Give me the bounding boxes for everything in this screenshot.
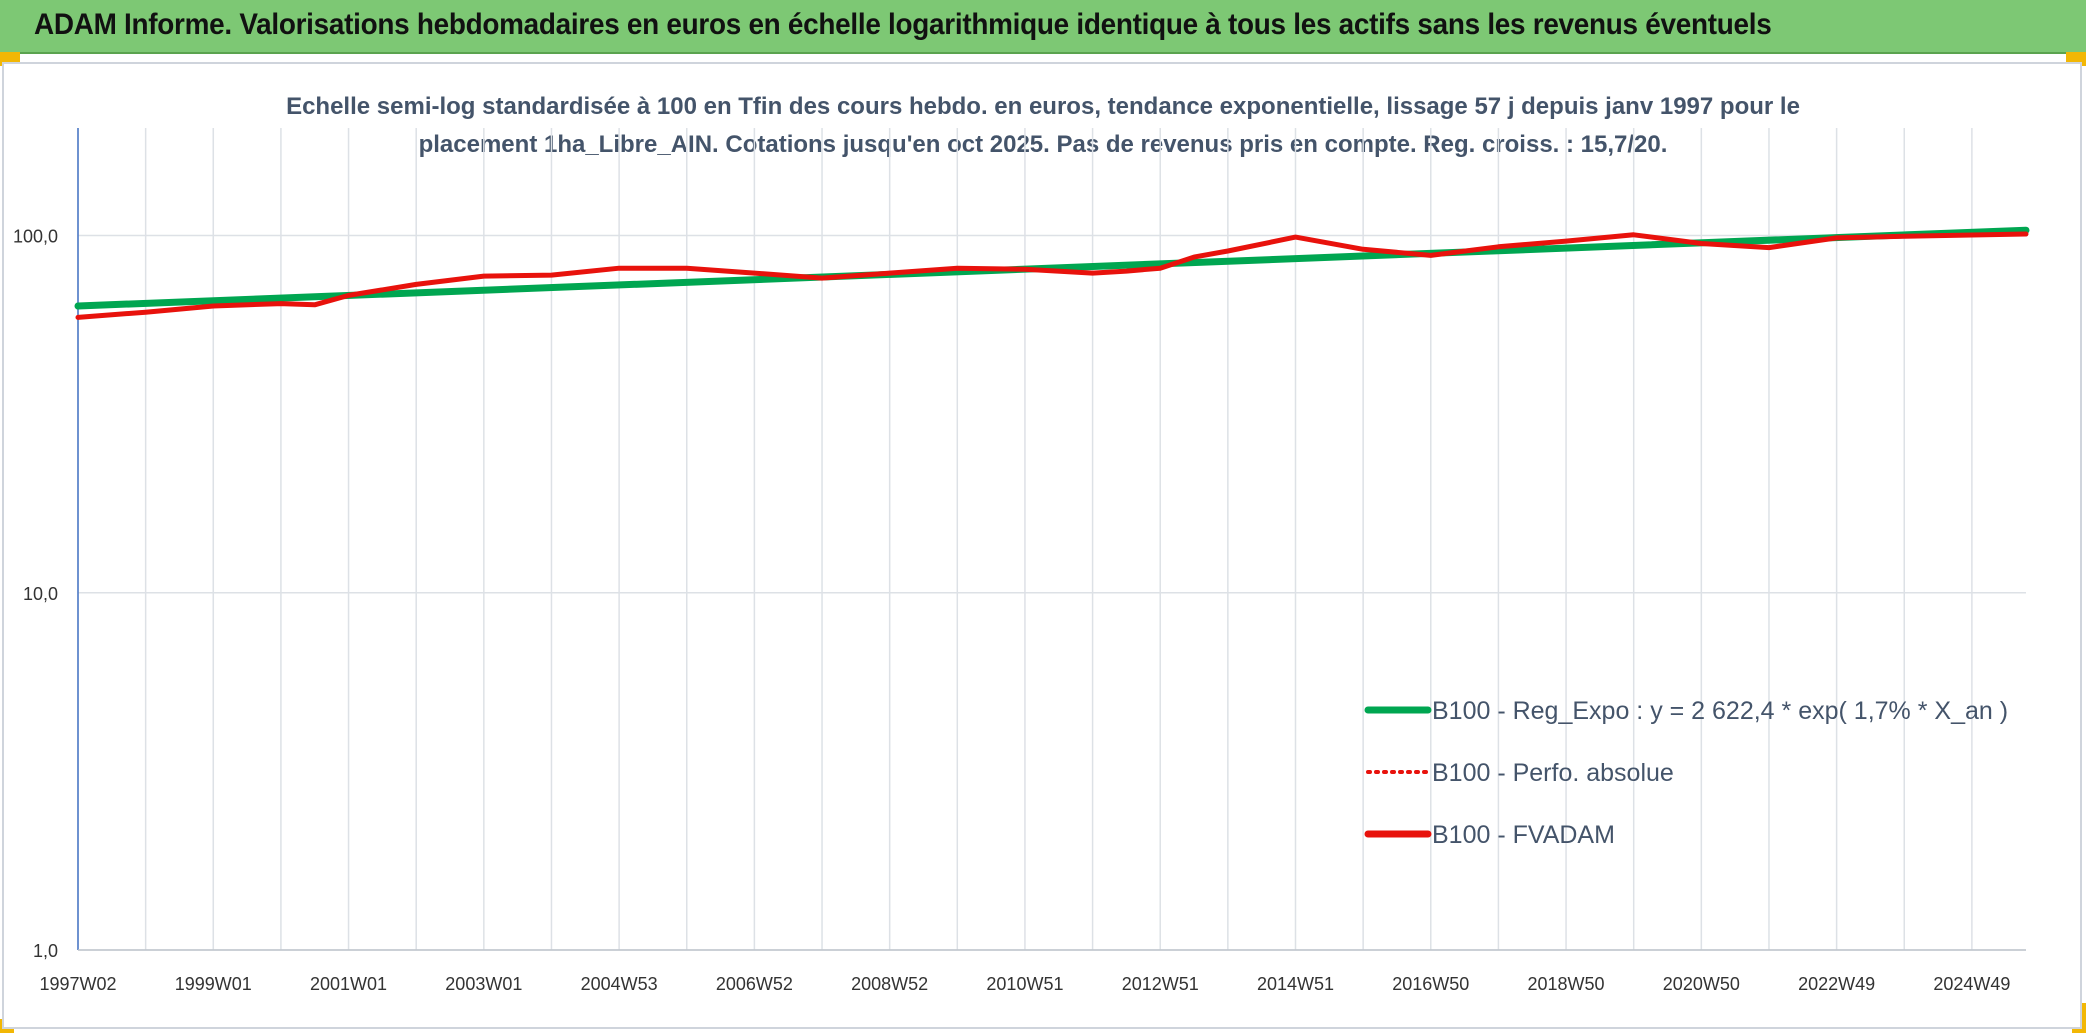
x-tick-label: 2014W51 <box>1257 974 1334 994</box>
y-tick-label: 1,0 <box>33 941 58 961</box>
chart-title-line: placement 1ha_Libre_AIN. Cotations jusqu… <box>419 131 1668 158</box>
chart-series <box>74 226 2030 320</box>
chart-title: Echelle semi-log standardisée à 100 en T… <box>286 93 1800 158</box>
x-tick-label: 2024W49 <box>1933 974 2010 994</box>
chart-grid <box>77 128 2026 951</box>
y-tick-label: 100,0 <box>13 227 58 247</box>
legend-label: B100 - Reg_Expo : y = 2 622,4 * exp( 1,7… <box>1432 697 2008 725</box>
x-tick-label: 2012W51 <box>1122 974 1199 994</box>
x-tick-label: 2006W52 <box>716 974 793 994</box>
x-tick-label: 2018W50 <box>1528 974 1605 994</box>
x-tick-label: 1997W02 <box>39 974 116 994</box>
x-tick-label: 2022W49 <box>1798 974 1875 994</box>
legend-label: B100 - FVADAM <box>1432 821 1615 849</box>
x-tick-label: 2010W51 <box>986 974 1063 994</box>
series-line-regression <box>74 226 2030 310</box>
header-bar: ADAM Informe. Valorisations hebdomadaire… <box>0 0 2086 54</box>
x-tick-label: 2016W50 <box>1392 974 1469 994</box>
x-tick-label: 2001W01 <box>310 974 387 994</box>
y-tick-label: 10,0 <box>23 584 58 604</box>
x-tick-label: 1999W01 <box>175 974 252 994</box>
x-tick-label: 2020W50 <box>1663 974 1740 994</box>
chart-title-line: Echelle semi-log standardisée à 100 en T… <box>286 93 1800 120</box>
x-tick-label: 2003W01 <box>445 974 522 994</box>
page-title: ADAM Informe. Valorisations hebdomadaire… <box>34 8 1772 41</box>
chart-legend: B100 - Reg_Expo : y = 2 622,4 * exp( 1,7… <box>1364 697 2008 849</box>
series-line-fvadam <box>75 231 2029 320</box>
chart-axes: 1,0 10,0 100,0 1997W02 1999W01 2001W01 2003W01… <box>13 128 2026 994</box>
legend-label: B100 - Perfo. absolue <box>1432 759 1674 787</box>
x-tick-label: 2008W52 <box>851 974 928 994</box>
x-tick-label: 2004W53 <box>581 974 658 994</box>
